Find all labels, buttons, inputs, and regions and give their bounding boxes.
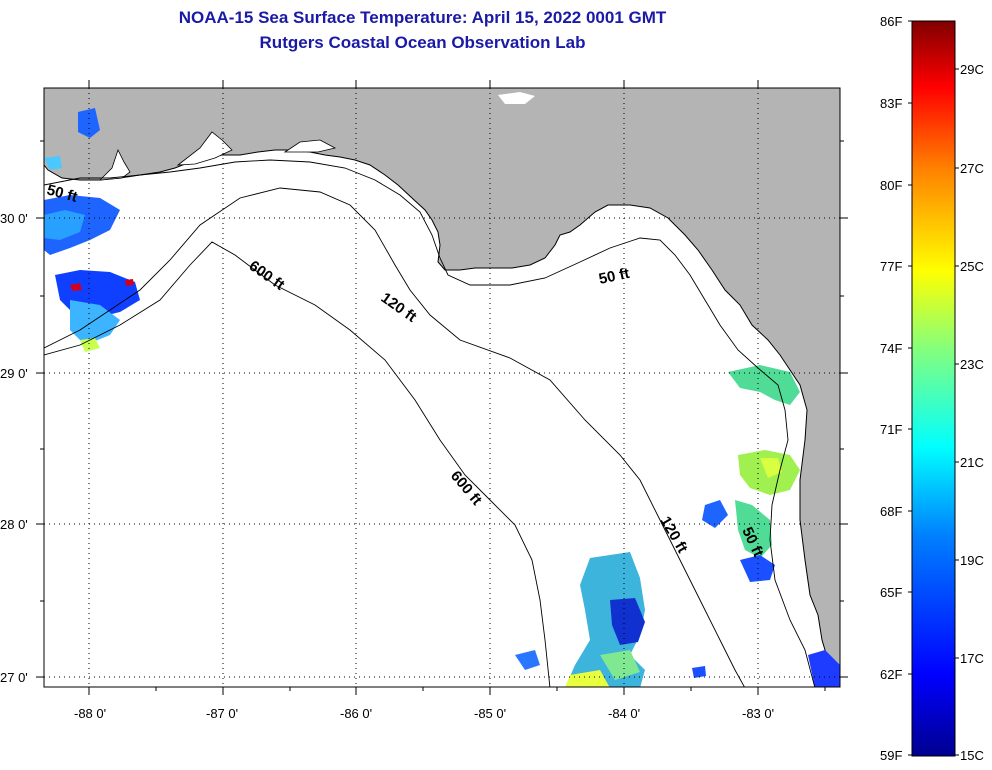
colorbar-f-label: 68F — [880, 504, 902, 519]
colorbar-c-label: 25C — [960, 259, 984, 274]
lon-label: -86 0' — [340, 706, 372, 721]
colorbar-f-label: 74F — [880, 341, 902, 356]
lat-label: 29 0' — [0, 366, 28, 381]
isobath-600ft — [44, 241, 551, 687]
colorbar-c-label: 19C — [960, 553, 984, 568]
bay-pensacola — [98, 148, 131, 181]
colorbar-c-label: 21C — [960, 455, 984, 470]
colorbar-c-label: 17C — [960, 651, 984, 666]
lon-label: -83 0' — [742, 706, 774, 721]
isobaths — [44, 159, 816, 687]
lat-label: 28 0' — [0, 517, 28, 532]
colorbar-c-label: 27C — [960, 161, 984, 176]
tick-marks — [36, 80, 848, 695]
colorbar-f-label: 59F — [880, 748, 902, 763]
sst-patch-east — [515, 365, 840, 687]
colorbar-f-label: 62F — [880, 667, 902, 682]
isobath-120ft — [44, 187, 745, 687]
bay-stjoe — [283, 139, 337, 153]
map-title: NOAA-15 Sea Surface Temperature: April 1… — [178, 8, 667, 27]
bay-choctawhatchee — [176, 131, 233, 166]
lon-label: -84 0' — [608, 706, 640, 721]
colorbar-c-label: 15C — [960, 748, 984, 763]
lon-label: -88 0' — [74, 706, 106, 721]
colorbar-c-label: 23C — [960, 357, 984, 372]
colorbar-gradient — [911, 20, 956, 757]
lon-label: -85 0' — [474, 706, 506, 721]
colorbar-f-label: 83F — [880, 96, 902, 111]
lat-label: 30 0' — [0, 211, 28, 226]
colorbar-c-label: 29C — [960, 62, 984, 77]
map-subtitle: Rutgers Coastal Ocean Observation Lab — [259, 33, 586, 52]
colorbar: 86F 83F 80F 77F 74F 71F 68F 65F 62F 59F … — [880, 14, 984, 763]
colorbar-f-label: 80F — [880, 178, 902, 193]
colorbar-f-label: 86F — [880, 14, 902, 29]
isobath-label: 50 ft — [597, 265, 631, 288]
sst-patch-south — [565, 552, 706, 687]
colorbar-f-label: 71F — [880, 422, 902, 437]
isobath-50ft — [44, 159, 816, 687]
lake-inland — [498, 92, 535, 104]
lat-label: 27 0' — [0, 670, 28, 685]
colorbar-f-label: 65F — [880, 585, 902, 600]
lon-label: -87 0' — [206, 706, 238, 721]
colorbar-f-label: 77F — [880, 259, 902, 274]
